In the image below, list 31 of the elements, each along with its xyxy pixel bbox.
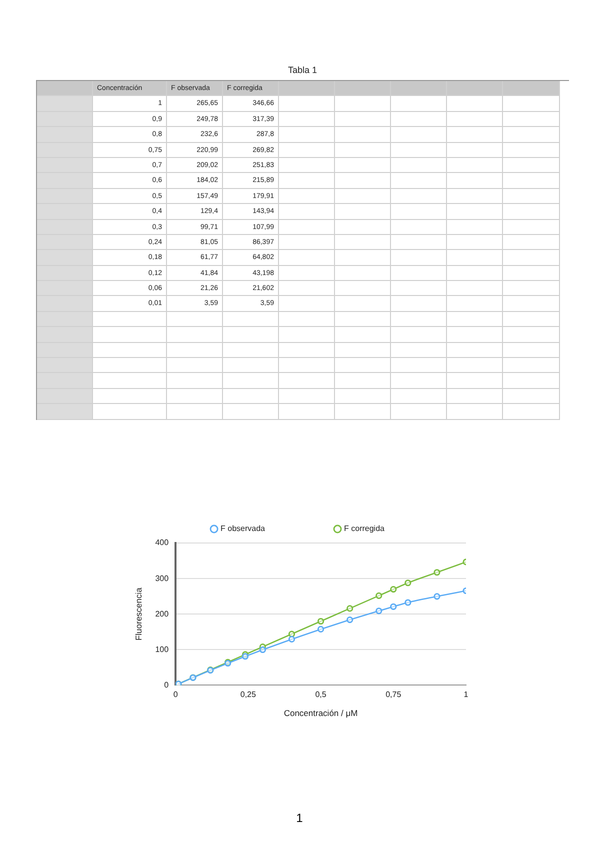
point [346,616,354,624]
legend-label: F observada [220,524,266,534]
point [390,586,397,593]
y-tick-label: 300 [155,574,170,583]
x-axis-title: Concentración / μM [284,708,358,718]
point [434,593,440,600]
y-tick-label: 0 [164,680,170,690]
point [404,580,412,586]
y-axis-title: Fluorescencia [133,587,144,641]
x-tick-label: 0,5 [315,690,327,700]
x-tick-label: 0,75 [386,690,402,700]
point [346,605,354,612]
text: Tabla 1 [286,65,318,75]
x-tick-label: 0,25 [240,690,256,700]
y-tick-label: 100 [155,644,170,654]
point [404,599,412,606]
x-tick-label: 1 [464,690,469,700]
point [259,646,266,654]
point [390,603,397,610]
point [376,608,382,614]
point [376,592,382,599]
x-tick-label: 0 [173,690,178,700]
point [288,636,296,642]
point [317,618,324,625]
point [288,630,296,638]
y-tick-label: 400 [155,538,170,548]
legend-label: F corregida [344,524,386,534]
y-tick-label: 200 [155,609,170,618]
point [317,626,324,633]
text: 1 [295,811,304,825]
point [434,569,440,576]
